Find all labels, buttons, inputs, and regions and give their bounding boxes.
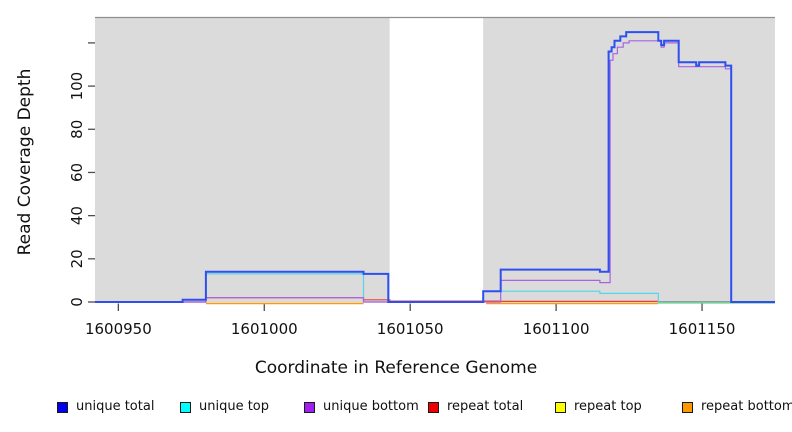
legend: unique total unique top unique bottom repea… — [0, 399, 792, 419]
legend-item-unique-bottom: unique bottom — [304, 399, 419, 415]
y-axis-tick-label: 100 — [68, 72, 86, 101]
y-axis-title: Read Coverage Depth — [15, 68, 35, 256]
x-axis-tick-label: 1601100 — [523, 320, 590, 338]
y-axis-tick-label: 80 — [68, 120, 86, 139]
legend-label: unique bottom — [323, 399, 419, 414]
legend-label: repeat bottom — [701, 399, 792, 414]
gap-region — [389, 17, 484, 303]
legend-item-unique-total: unique total — [57, 399, 154, 415]
legend-label: unique top — [199, 399, 270, 414]
legend-swatch — [682, 401, 693, 413]
series-line-unique-total — [95, 31, 775, 303]
legend-swatch — [304, 401, 315, 413]
x-axis-title: Coordinate in Reference Genome — [254, 358, 538, 378]
y-axis-tick-label: 60 — [68, 163, 86, 182]
x-axis-tick-label: 1601050 — [377, 320, 444, 338]
legend-swatch — [428, 401, 439, 413]
legend-swatch — [180, 401, 191, 413]
legend-swatch — [57, 401, 68, 413]
legend-item-repeat-top: repeat top — [555, 399, 642, 415]
x-axis-tick-label: 1600950 — [85, 320, 152, 338]
y-axis-tick-label: 20 — [68, 249, 86, 268]
legend-label: repeat top — [574, 399, 642, 414]
x-axis-tick-label: 1601150 — [669, 320, 736, 338]
y-axis-tick-label: 40 — [68, 206, 86, 225]
legend-label: unique total — [76, 399, 155, 414]
legend-item-unique-top: unique top — [180, 399, 269, 415]
legend-swatch — [555, 401, 566, 413]
y-axis-tick-label: 0 — [68, 297, 86, 307]
shaded-region — [95, 17, 390, 303]
legend-label: repeat total — [447, 399, 524, 414]
series-line-unique-bottom — [95, 40, 775, 303]
legend-item-repeat-bottom: repeat bottom — [682, 399, 792, 415]
x-axis-tick-label: 1601000 — [231, 320, 298, 338]
legend-item-repeat-total: repeat total — [428, 399, 523, 415]
